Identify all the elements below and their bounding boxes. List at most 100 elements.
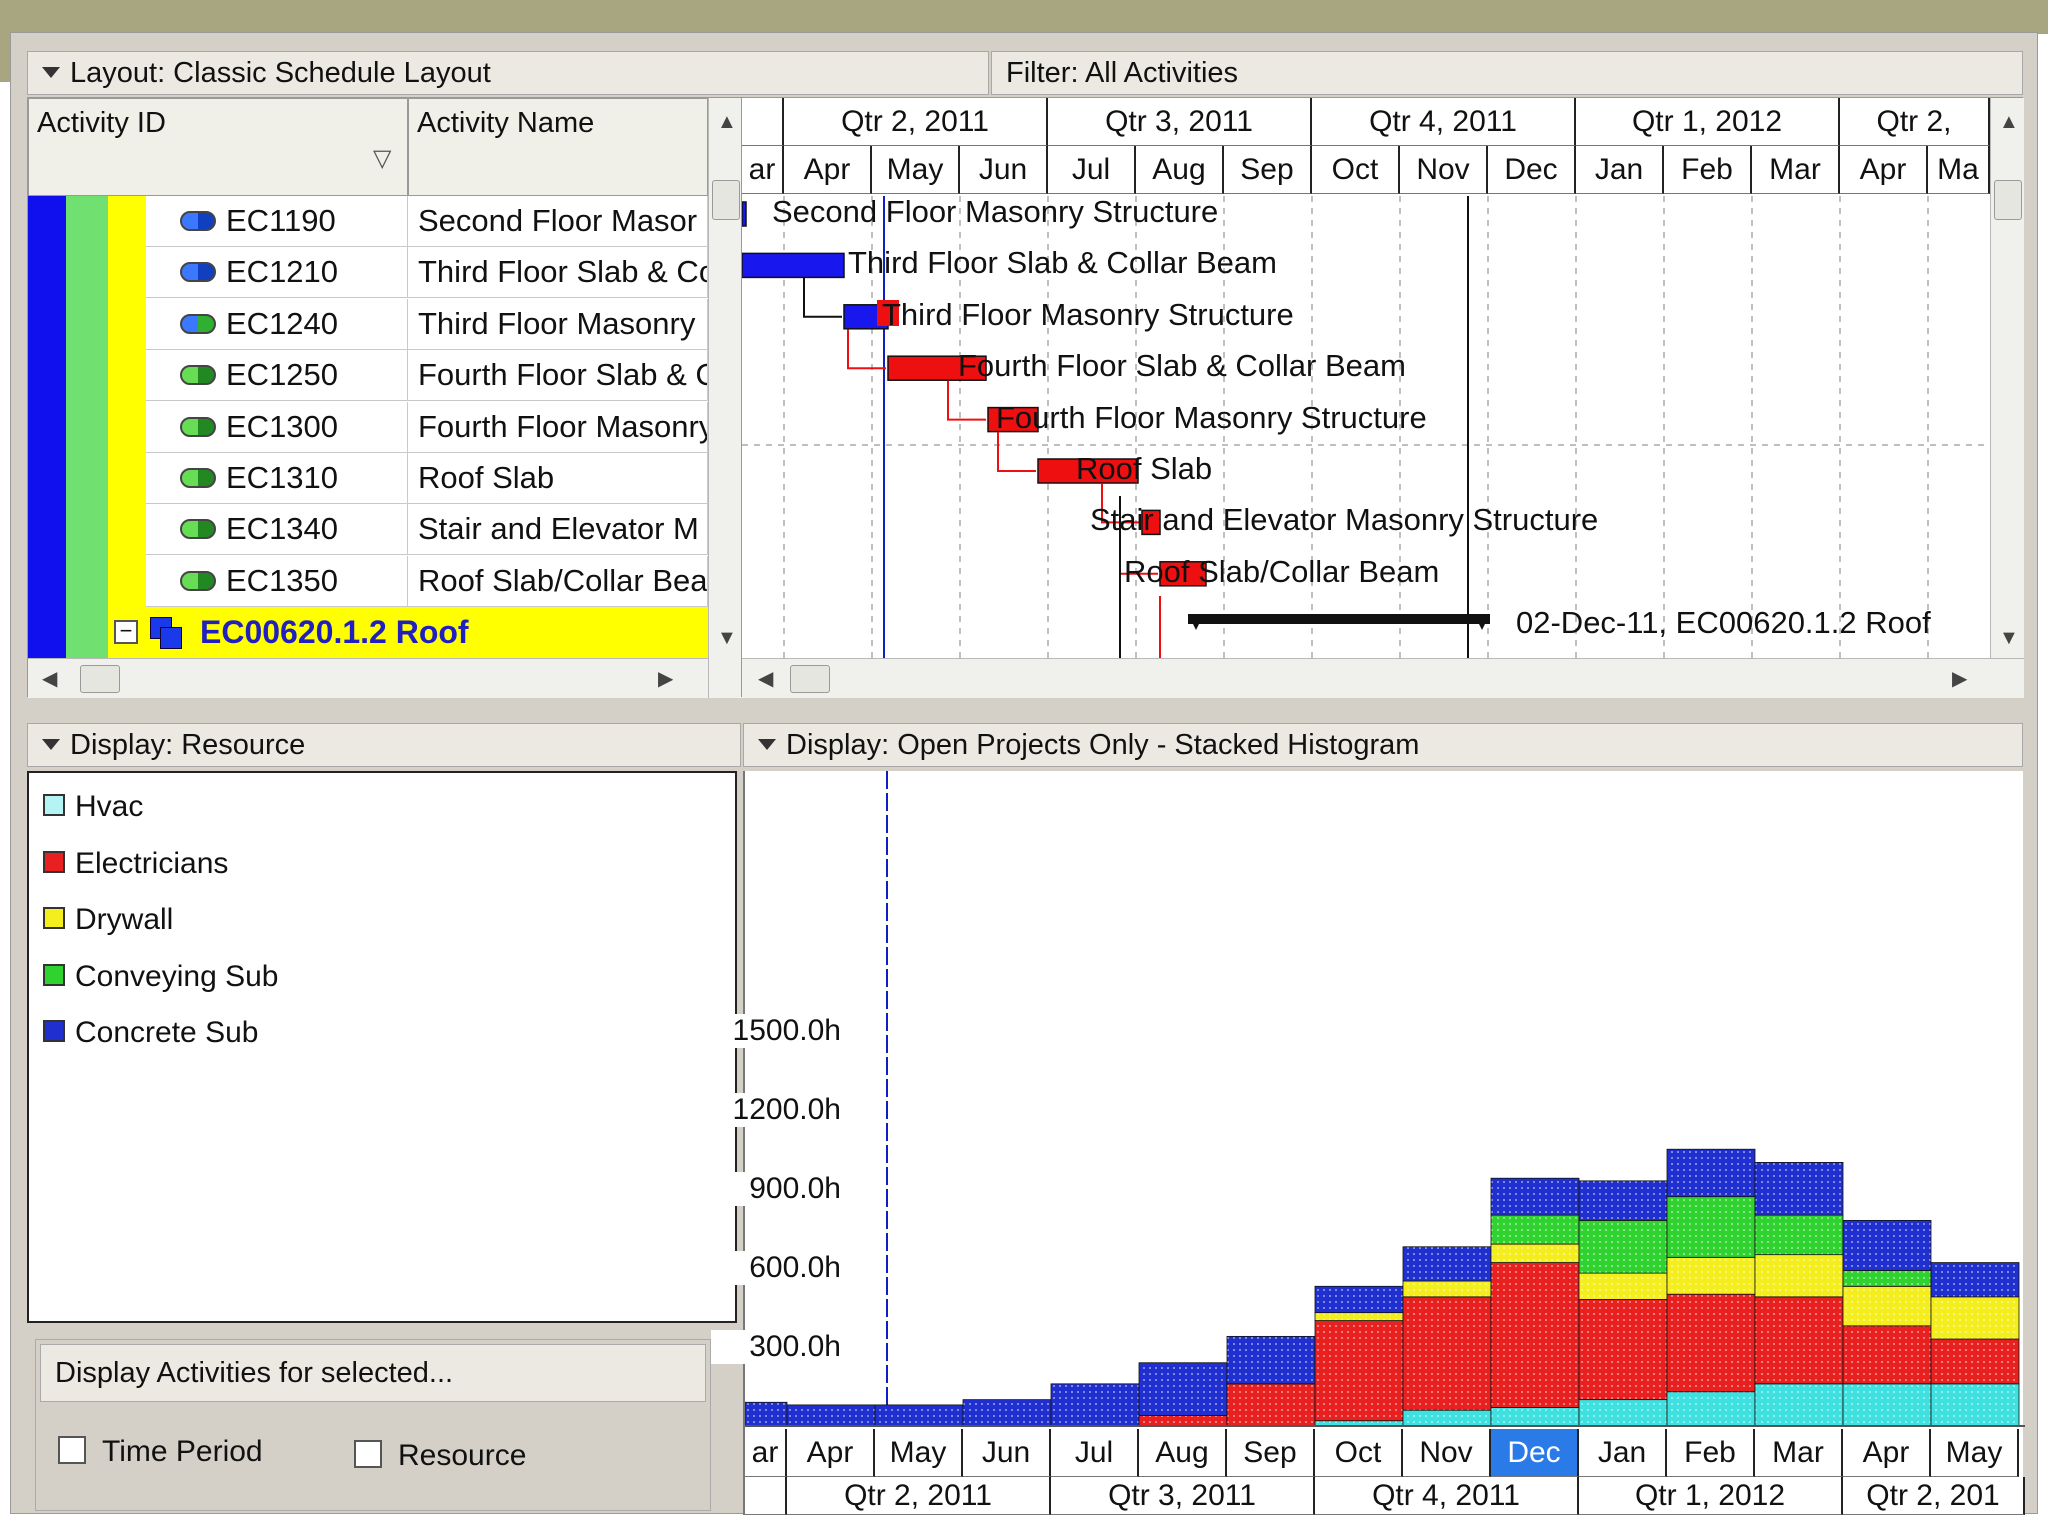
- scroll-thumb[interactable]: [712, 180, 740, 220]
- checkbox-icon[interactable]: [58, 1436, 86, 1465]
- window-side-band: [0, 34, 12, 82]
- activity-row[interactable]: EC1310 Roof Slab: [146, 453, 708, 504]
- wbs-level2-band: [66, 196, 108, 658]
- histogram-bar-segment: [1578, 1219, 1668, 1274]
- histogram-month-cell[interactable]: May: [1931, 1429, 2019, 1477]
- gantt-quarter-cell: Qtr 4, 2011: [1312, 98, 1576, 146]
- legend-item[interactable]: Hvac: [43, 787, 143, 827]
- histogram-month-cell[interactable]: Sep: [1227, 1429, 1315, 1477]
- activity-bar: [1037, 458, 1139, 484]
- table-horizontal-scrollbar[interactable]: ◀ ▶: [28, 658, 708, 698]
- activity-name-cell: Third Floor Slab & Co: [408, 247, 708, 299]
- gantt-scroll-right-icon[interactable]: ▶: [1952, 668, 1968, 690]
- activity-row[interactable]: EC1210 Third Floor Slab & Co: [146, 247, 708, 299]
- histogram-month-cell[interactable]: Jun: [963, 1429, 1051, 1477]
- histogram-bar-segment: [1754, 1296, 1844, 1385]
- activity-row[interactable]: EC1190 Second Floor Masor: [146, 196, 708, 247]
- legend-swatch: [43, 907, 65, 930]
- activity-bar: [1141, 509, 1161, 536]
- layout-dropdown-icon[interactable]: [42, 66, 60, 78]
- activity-id-cell: EC1210: [146, 247, 408, 299]
- column-header-activity-name[interactable]: Activity Name: [408, 98, 708, 196]
- activity-row[interactable]: EC1350 Roof Slab/Collar Bea: [146, 555, 708, 607]
- activity-icon: [180, 468, 216, 488]
- histogram-month-cell[interactable]: Apr: [787, 1429, 875, 1477]
- activity-id: EC1300: [226, 408, 339, 444]
- histogram-month-cell[interactable]: Nov: [1403, 1429, 1491, 1477]
- histogram-month-cell[interactable]: ar: [745, 1429, 787, 1477]
- activity-id-cell: EC1240: [146, 298, 408, 350]
- gantt-month-cell: Oct: [1312, 146, 1400, 194]
- table-vertical-scrollbar[interactable]: ▲ ▼: [708, 98, 742, 698]
- histogram-bar-segment: [1666, 1293, 1756, 1393]
- application-frame: Layout: Classic Schedule Layout Filter: …: [10, 32, 2038, 1515]
- activity-row[interactable]: EC1250 Fourth Floor Slab & C: [146, 350, 708, 402]
- column-header-activity-id[interactable]: Activity ID ▽: [28, 98, 408, 196]
- legend-item[interactable]: Electricians: [43, 844, 228, 884]
- gantt-bar-label: Fourth Floor Masonry Structure: [996, 399, 1427, 435]
- scroll-right-icon[interactable]: ▶: [658, 668, 674, 690]
- gantt-month-cell: Nov: [1400, 146, 1488, 194]
- sort-icon[interactable]: ▽: [373, 145, 392, 172]
- display-activities-group: Display Activities for selected... Time …: [35, 1339, 711, 1511]
- wbs-row-roof[interactable]: − EC00620.1.2 Roof: [108, 607, 708, 658]
- layout-bar[interactable]: Layout: Classic Schedule Layout: [27, 51, 989, 95]
- resource-checkbox[interactable]: Resource: [354, 1436, 526, 1476]
- legend-label: Hvac: [75, 790, 144, 823]
- histogram-panel-header[interactable]: Display: Open Projects Only - Stacked Hi…: [743, 723, 2023, 767]
- activity-name-cell: Roof Slab: [408, 453, 708, 504]
- resource-panel-header[interactable]: Display: Resource: [27, 723, 741, 767]
- histogram-quarter-cell: Qtr 1, 2012: [1579, 1477, 1843, 1515]
- histogram-month-cell[interactable]: Dec: [1491, 1429, 1579, 1477]
- histogram-panel-title: Display: Open Projects Only - Stacked Hi…: [786, 729, 1420, 761]
- scroll-up-icon[interactable]: ▲: [717, 111, 737, 133]
- scroll-left-icon[interactable]: ◀: [42, 668, 58, 690]
- legend-swatch: [43, 850, 65, 873]
- collapse-icon[interactable]: −: [114, 620, 138, 644]
- gantt-bar-label: Stair and Elevator Masonry Structure: [1090, 502, 1599, 538]
- histogram-month-cell[interactable]: Jan: [1579, 1429, 1667, 1477]
- gantt-h-scroll-thumb[interactable]: [790, 665, 830, 693]
- legend-item[interactable]: Conveying Sub: [43, 957, 278, 997]
- activity-name-cell: Second Floor Masor: [408, 196, 708, 247]
- histogram-month-cell[interactable]: Oct: [1315, 1429, 1403, 1477]
- relationship-line: [847, 329, 886, 370]
- gantt-month-cell: Apr: [1840, 146, 1928, 194]
- h-scroll-thumb[interactable]: [80, 665, 120, 693]
- histogram-month-cell[interactable]: Aug: [1139, 1429, 1227, 1477]
- histogram-month-cell[interactable]: Jul: [1051, 1429, 1139, 1477]
- histogram-quarter-cell: Qtr 3, 2011: [1051, 1477, 1315, 1515]
- filter-bar[interactable]: Filter: All Activities: [991, 51, 2023, 95]
- activity-table: Activity ID ▽ Activity Name ▲ ▼ EC1190 Se…: [27, 97, 742, 698]
- legend-item[interactable]: Drywall: [43, 900, 173, 940]
- layout-label: Layout: Classic Schedule Layout: [70, 57, 491, 89]
- gantt-scroll-left-icon[interactable]: ◀: [758, 668, 774, 690]
- histogram-month-cell[interactable]: Feb: [1667, 1429, 1755, 1477]
- activity-bar: [987, 406, 1039, 433]
- activity-id: EC1240: [226, 305, 339, 341]
- activity-row[interactable]: EC1240 Third Floor Masonry: [146, 298, 708, 350]
- activity-name-cell: Fourth Floor Slab & C: [408, 350, 708, 402]
- gantt-horizontal-scrollbar[interactable]: ◀ ▶: [742, 658, 2024, 698]
- y-tick-label: 900.0h: [711, 1171, 841, 1206]
- activity-icon: [180, 313, 216, 334]
- histogram-month-cell[interactable]: Mar: [1755, 1429, 1843, 1477]
- histogram-bar-segment: [1754, 1214, 1844, 1256]
- time-period-checkbox[interactable]: Time Period: [58, 1432, 263, 1472]
- histogram-bar-segment: [1578, 1299, 1668, 1401]
- histogram-display-dropdown-icon[interactable]: [758, 738, 776, 750]
- resource-display-dropdown-icon[interactable]: [42, 738, 60, 750]
- gantt-scroll-up-icon[interactable]: ▲: [1999, 111, 2019, 133]
- legend-item[interactable]: Concrete Sub: [43, 1013, 258, 1053]
- activity-row[interactable]: EC1340 Stair and Elevator M: [146, 504, 708, 556]
- gantt-scroll-thumb[interactable]: [1994, 180, 2022, 220]
- histogram-month-cell[interactable]: May: [875, 1429, 963, 1477]
- gantt-vertical-scrollbar[interactable]: ▲ ▼: [1990, 98, 2024, 658]
- scroll-down-icon[interactable]: ▼: [717, 627, 737, 649]
- checkbox-icon[interactable]: [354, 1440, 382, 1469]
- histogram-quarter-cell: Qtr 4, 2011: [1315, 1477, 1579, 1515]
- histogram-month-cell[interactable]: Apr: [1843, 1429, 1931, 1477]
- activity-row[interactable]: EC1300 Fourth Floor Masonry: [146, 401, 708, 453]
- gantt-scroll-down-icon[interactable]: ▼: [1999, 627, 2019, 649]
- wbs-level1-band: [28, 196, 66, 658]
